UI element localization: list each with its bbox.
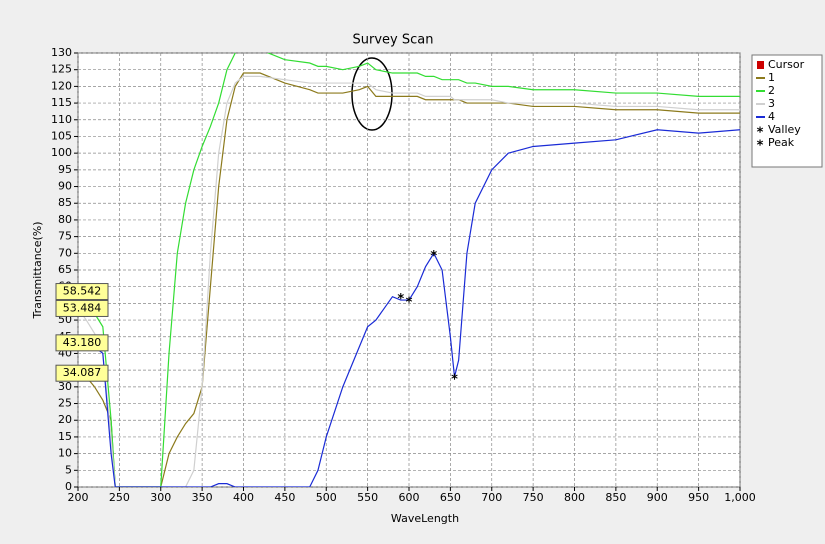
y-tick-label: 70 — [58, 246, 72, 259]
y-tick-label: 10 — [58, 447, 72, 460]
valley-marker: * — [406, 296, 413, 311]
legend-swatch: * — [757, 139, 764, 154]
x-tick-label: 250 — [109, 491, 130, 504]
valley-marker: * — [451, 372, 458, 387]
x-tick-label: 950 — [688, 491, 709, 504]
cursor-label: 43.180 — [63, 336, 102, 349]
y-tick-label: 85 — [58, 196, 72, 209]
y-tick-label: 100 — [51, 146, 72, 159]
y-tick-label: 15 — [58, 430, 72, 443]
y-tick-label: 20 — [58, 413, 72, 426]
legend-label: 3 — [768, 97, 775, 110]
y-tick-label: 90 — [58, 180, 72, 193]
x-tick-label: 300 — [150, 491, 171, 504]
x-tick-label: 800 — [564, 491, 585, 504]
y-tick-label: 75 — [58, 230, 72, 243]
y-tick-label: 30 — [58, 380, 72, 393]
x-tick-label: 750 — [523, 491, 544, 504]
legend-label: Cursor — [768, 58, 805, 71]
x-tick-label: 200 — [68, 491, 89, 504]
peak-marker: * — [430, 249, 437, 264]
peak-marker: * — [397, 292, 404, 307]
y-axis-label: Transmittance(%) — [31, 221, 44, 319]
y-tick-label: 125 — [51, 63, 72, 76]
x-tick-label: 400 — [233, 491, 254, 504]
x-tick-label: 1,000 — [724, 491, 756, 504]
y-tick-label: 65 — [58, 263, 72, 276]
x-tick-label: 350 — [192, 491, 213, 504]
cursor-label: 58.542 — [63, 285, 102, 298]
x-tick-label: 650 — [440, 491, 461, 504]
y-tick-label: 110 — [51, 113, 72, 126]
legend-swatch — [757, 61, 764, 69]
y-tick-label: 105 — [51, 129, 72, 142]
y-tick-label: 25 — [58, 397, 72, 410]
chart-title: Survey Scan — [353, 33, 434, 48]
chart: Survey Scan WaveLength Transmittance(%) … — [0, 0, 825, 544]
legend-label: Valley — [768, 123, 801, 136]
y-tick-label: 80 — [58, 213, 72, 226]
y-tick-label: 130 — [51, 46, 72, 59]
y-tick-label: 115 — [51, 96, 72, 109]
x-tick-label: 450 — [274, 491, 295, 504]
page: Survey Scan WaveLength Transmittance(%) … — [0, 0, 825, 544]
x-tick-label: 550 — [357, 491, 378, 504]
legend-label: 2 — [768, 84, 775, 97]
legend-label: 4 — [768, 110, 775, 123]
x-tick-label: 500 — [316, 491, 337, 504]
x-axis-label: WaveLength — [391, 512, 459, 525]
x-tick-label: 850 — [605, 491, 626, 504]
x-tick-label: 600 — [399, 491, 420, 504]
legend-label: Peak — [768, 136, 795, 149]
x-tick-label: 700 — [481, 491, 502, 504]
cursor-label: 53.484 — [63, 301, 102, 314]
cursor-label: 34.087 — [63, 366, 102, 379]
y-tick-label: 120 — [51, 79, 72, 92]
y-tick-label: 5 — [65, 463, 72, 476]
x-tick-label: 900 — [647, 491, 668, 504]
legend-label: 1 — [768, 71, 775, 84]
y-tick-label: 95 — [58, 163, 72, 176]
